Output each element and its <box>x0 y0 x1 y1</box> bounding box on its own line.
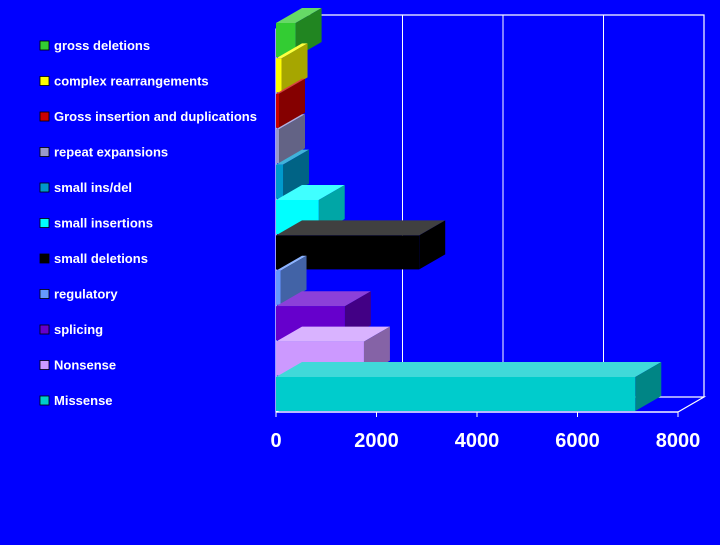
bar-front-face <box>276 270 281 305</box>
legend-item-complex-rearrangements: complex rearrangements <box>39 74 209 89</box>
bar-side-face <box>635 362 662 411</box>
bar-front-face <box>276 23 296 57</box>
legend-swatch <box>39 182 50 193</box>
legend-item-small-insertions: small insertions <box>39 216 153 231</box>
bar-side-face <box>279 78 305 128</box>
legend-label: Nonsense <box>54 358 116 373</box>
legend-swatch <box>39 289 50 299</box>
legend-swatch <box>39 395 50 406</box>
bar-top-face <box>276 43 308 59</box>
legend-label: splicing <box>54 322 103 337</box>
legend-swatch <box>39 111 50 122</box>
bar-front-face <box>276 164 284 199</box>
bar-gross-insertion-and-duplications <box>276 78 305 128</box>
legend-item-nonsense: Nonsense <box>39 358 116 373</box>
bars <box>276 8 662 411</box>
legend-label: small insertions <box>54 216 153 231</box>
bar-side-face <box>419 220 446 270</box>
bar-top-face <box>276 362 662 377</box>
x-axis: 0 2000 4000 6000 8000 <box>270 411 701 452</box>
legend-item-gross-deletions: gross deletions <box>39 38 150 53</box>
bar-top-face <box>276 8 322 23</box>
bar-top-face <box>276 185 345 200</box>
legend-swatch <box>39 360 50 370</box>
legend-label: small deletions <box>54 251 148 266</box>
legend-label: Gross insertion and duplications <box>54 109 257 124</box>
bar-side-face <box>279 114 305 164</box>
legend-item-gross-insertion-and-duplications: Gross insertion and duplications <box>39 109 257 124</box>
bar-top-face <box>276 114 305 130</box>
bar-top-face <box>276 255 307 271</box>
legend-swatch <box>39 76 50 86</box>
bar-top-face <box>276 326 390 342</box>
bar-repeat-expansions <box>276 114 305 164</box>
legend-item-splicing: splicing <box>39 322 103 337</box>
legend-label: Missense <box>54 393 113 408</box>
legend-item-missense: Missense <box>39 393 113 408</box>
legend: gross deletions complex rearrangements Gro… <box>39 38 257 408</box>
bar-front-face <box>276 377 636 411</box>
legend-label: regulatory <box>54 287 118 302</box>
legend-label: small ins/del <box>54 180 132 195</box>
legend-swatch <box>39 253 50 264</box>
legend-item-small-deletions: small deletions <box>39 251 148 266</box>
legend-swatch <box>39 40 50 51</box>
bar-top-face <box>276 291 371 307</box>
legend-item-repeat-expansions: repeat expansions <box>39 145 168 160</box>
legend-swatch <box>39 147 50 157</box>
legend-swatch <box>39 218 50 228</box>
legend-item-small-ins-del: small ins/del <box>39 180 132 195</box>
legend-swatch <box>39 324 50 335</box>
legend-item-regulatory: regulatory <box>39 287 118 302</box>
legend-label: gross deletions <box>54 38 150 53</box>
bar-front-face <box>276 129 279 164</box>
bar-missense <box>276 362 662 411</box>
bar-front-face <box>276 93 279 128</box>
gridlines <box>402 15 705 397</box>
legend-label: complex rearrangements <box>54 74 209 89</box>
bar-top-face <box>276 149 310 165</box>
bar-top-face <box>276 220 446 236</box>
x-tick-label-6000: 6000 <box>555 430 600 452</box>
x-tick-label-0: 0 <box>270 430 281 452</box>
legend-label: repeat expansions <box>54 145 168 160</box>
bar-top-face <box>276 78 305 94</box>
x-tick-label-2000: 2000 <box>354 430 399 452</box>
x-tick-label-4000: 4000 <box>455 430 500 452</box>
x-tick-label-8000: 8000 <box>656 430 701 452</box>
bar-front-face <box>276 58 282 93</box>
